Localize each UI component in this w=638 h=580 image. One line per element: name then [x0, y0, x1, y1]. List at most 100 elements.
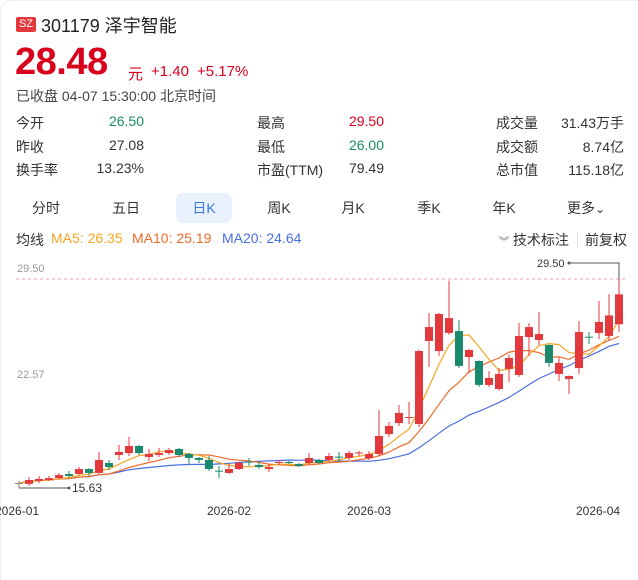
candle-body	[65, 473, 73, 476]
tab-1[interactable]: 五日	[98, 193, 154, 223]
candle-body	[95, 459, 103, 473]
tab-label: 周K	[267, 200, 291, 216]
y-label-mid: 22.57	[17, 369, 45, 381]
min-marker-dot	[67, 486, 71, 490]
price-change-pct: +5.17%	[197, 63, 249, 80]
x-tick-label: 2026-03	[347, 504, 392, 518]
market-status: 已收盘 04-07 15:30:00 北京时间	[16, 88, 216, 104]
candle-body	[245, 461, 253, 463]
stock-title: 301179 泽宇智能	[41, 12, 177, 38]
ma-label: 均线	[16, 232, 44, 248]
tech-annotation-button[interactable]: ︾ 技术标注	[499, 230, 569, 250]
candle-body	[295, 464, 303, 466]
candle-body	[105, 462, 113, 468]
candle-body	[335, 456, 343, 458]
divider	[577, 233, 578, 247]
stock-code: 301179	[41, 16, 100, 36]
tab-6[interactable]: 年K	[476, 193, 532, 223]
candle-body	[535, 334, 543, 341]
candle-body	[195, 458, 203, 460]
tab-3[interactable]: 周K	[251, 193, 307, 223]
stat-value: 8.74亿	[582, 139, 624, 155]
stat-label: 换手率	[16, 162, 58, 178]
tab-4[interactable]: 月K	[325, 193, 381, 223]
tech-annotation-label: 技术标注	[512, 232, 569, 248]
candle-body	[315, 459, 323, 463]
tab-2[interactable]: 日K	[176, 193, 232, 223]
candle-body	[585, 336, 593, 338]
ma5-value: MA5: 26.35	[51, 230, 123, 246]
candle-body	[305, 458, 313, 463]
chevron-down-icon: ⌄	[594, 202, 606, 216]
x-tick-label: 2026-01	[0, 504, 40, 518]
candle-body	[175, 448, 183, 455]
tab-label: 年K	[492, 200, 516, 216]
candle-body	[575, 332, 583, 369]
current-price: 28.48	[15, 41, 108, 83]
candle-body	[545, 345, 553, 363]
stat-label: 今开	[16, 115, 44, 131]
candle-body	[85, 469, 93, 473]
candle-body	[185, 453, 193, 459]
stat-value: 29.50	[348, 113, 384, 129]
stat-value: 115.18亿	[568, 162, 624, 178]
chevron-down-icon: ︾	[499, 237, 509, 248]
candle-body	[425, 327, 433, 341]
candle-body	[555, 362, 563, 374]
candle-body	[155, 453, 163, 455]
candle-body	[565, 376, 573, 380]
stat-value: 31.43万手	[560, 115, 624, 131]
candle-body	[465, 349, 473, 358]
ma20-value: MA20: 24.64	[222, 230, 302, 246]
adjust-button[interactable]: 前复权	[585, 232, 627, 248]
stat-label: 昨收	[16, 139, 44, 155]
x-tick-label: 2026-02	[207, 504, 252, 518]
tab-label: 更多	[566, 200, 595, 216]
candle-body	[395, 412, 403, 424]
candle-body	[15, 483, 23, 485]
candle-body	[325, 456, 333, 460]
tab-label: 分时	[32, 200, 60, 216]
candle-body	[505, 357, 513, 369]
candle-body	[375, 436, 383, 454]
x-tick-label: 2026-04	[576, 504, 621, 518]
stat-label: 市盈(TTM)	[257, 162, 324, 178]
candle-body	[595, 321, 603, 333]
candle-body	[125, 445, 133, 454]
stat-value: 13.23%	[96, 160, 144, 176]
stat-label: 总市值	[496, 162, 538, 178]
min-marker-label: 15.63	[72, 481, 102, 495]
candle-body	[55, 475, 63, 479]
candle-body	[255, 464, 263, 468]
candle-body	[455, 330, 463, 366]
candle-body	[615, 294, 623, 325]
tab-label: 季K	[417, 200, 441, 216]
candle-body	[225, 469, 233, 473]
kline-chart[interactable]: 29.50 15.63	[1, 251, 638, 501]
candle-body	[345, 453, 353, 459]
stat-value: 27.08	[108, 137, 144, 153]
stat-label: 成交量	[496, 115, 538, 131]
candle-body	[205, 459, 213, 470]
candle-body	[275, 461, 283, 463]
candle-body	[235, 462, 243, 470]
tab-0[interactable]: 分时	[18, 193, 74, 223]
price-change: +1.40	[151, 63, 189, 80]
tab-5[interactable]: 季K	[401, 193, 457, 223]
candle-body	[415, 351, 423, 424]
candle-body	[145, 453, 153, 457]
candle-body	[115, 451, 123, 455]
tab-label: 五日	[112, 200, 140, 216]
max-marker-label: 29.50	[537, 258, 565, 270]
candle-body	[515, 335, 523, 375]
candle-body	[605, 315, 613, 336]
candle-body	[355, 452, 363, 454]
tab-7[interactable]: 更多⌄	[558, 193, 614, 223]
candle-body	[445, 318, 453, 333]
candle-body	[45, 478, 53, 481]
candle-body	[385, 425, 393, 435]
candle-body	[475, 360, 483, 385]
y-label-max: 29.50	[17, 263, 45, 275]
candle-body	[215, 470, 223, 472]
